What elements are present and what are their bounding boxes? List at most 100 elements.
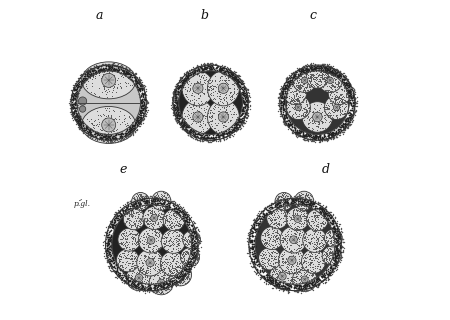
Point bbox=[283, 237, 290, 243]
Point bbox=[304, 69, 311, 74]
Point bbox=[226, 132, 234, 137]
Point bbox=[321, 87, 328, 92]
Point bbox=[163, 198, 171, 204]
Point bbox=[178, 83, 185, 88]
Point bbox=[311, 269, 318, 275]
Point bbox=[268, 204, 275, 209]
Point bbox=[144, 273, 151, 278]
Point bbox=[111, 225, 118, 230]
Point bbox=[72, 78, 80, 83]
Point bbox=[109, 224, 117, 229]
Point bbox=[184, 74, 191, 79]
Point bbox=[176, 264, 183, 269]
Point bbox=[123, 204, 130, 210]
Point bbox=[141, 200, 149, 205]
Point bbox=[135, 118, 142, 123]
Point bbox=[333, 115, 340, 120]
Point bbox=[137, 108, 144, 114]
Point bbox=[165, 244, 172, 249]
Point bbox=[320, 235, 327, 240]
Point bbox=[287, 127, 294, 132]
Point bbox=[336, 254, 343, 260]
Point bbox=[328, 221, 335, 226]
Point bbox=[312, 120, 319, 125]
Point bbox=[291, 277, 298, 282]
Point bbox=[306, 241, 313, 246]
Point bbox=[121, 133, 128, 138]
Point bbox=[124, 211, 131, 216]
Point bbox=[336, 241, 343, 246]
Point bbox=[279, 193, 287, 198]
Point bbox=[175, 90, 182, 95]
Point bbox=[326, 251, 333, 256]
Point bbox=[306, 201, 313, 206]
Point bbox=[324, 238, 331, 243]
Point bbox=[192, 136, 199, 141]
Point bbox=[136, 204, 143, 210]
Point bbox=[302, 133, 310, 139]
Point bbox=[114, 272, 122, 277]
Point bbox=[283, 200, 290, 205]
Point bbox=[339, 131, 346, 136]
Point bbox=[243, 86, 250, 91]
Point bbox=[318, 72, 325, 77]
Point bbox=[135, 119, 142, 124]
Point bbox=[298, 201, 305, 206]
Point bbox=[291, 126, 298, 132]
Point bbox=[141, 88, 148, 93]
Point bbox=[294, 129, 302, 134]
Point bbox=[202, 133, 209, 138]
Point bbox=[332, 228, 339, 233]
Point bbox=[71, 107, 78, 112]
Point bbox=[164, 276, 171, 281]
Point bbox=[202, 65, 209, 70]
Point bbox=[108, 224, 116, 229]
Point bbox=[191, 89, 198, 94]
Point bbox=[89, 77, 96, 82]
Point bbox=[155, 285, 162, 290]
Point bbox=[284, 197, 291, 202]
Point bbox=[304, 215, 311, 220]
Point bbox=[124, 278, 131, 283]
Point bbox=[332, 96, 339, 101]
Point bbox=[307, 61, 315, 66]
Point bbox=[316, 245, 324, 251]
Point bbox=[280, 212, 287, 218]
Point bbox=[130, 200, 137, 205]
Point bbox=[331, 226, 338, 231]
Point bbox=[148, 224, 156, 229]
Point bbox=[334, 80, 341, 85]
Point bbox=[198, 134, 205, 139]
Point bbox=[304, 203, 311, 208]
Point bbox=[187, 117, 194, 122]
Point bbox=[307, 203, 314, 208]
Point bbox=[302, 108, 310, 113]
Point bbox=[281, 213, 288, 219]
Point bbox=[322, 71, 329, 76]
Point bbox=[322, 252, 329, 258]
Point bbox=[195, 251, 202, 256]
Point bbox=[273, 236, 280, 241]
Point bbox=[193, 236, 200, 241]
Point bbox=[313, 226, 320, 231]
Point bbox=[250, 225, 257, 230]
Point bbox=[315, 133, 323, 138]
Point bbox=[132, 78, 139, 83]
Point bbox=[74, 82, 81, 87]
Point bbox=[137, 80, 144, 85]
Point bbox=[277, 231, 284, 236]
Point bbox=[333, 238, 340, 243]
Point bbox=[225, 73, 233, 78]
Point bbox=[333, 67, 340, 72]
Point bbox=[110, 85, 117, 91]
Point bbox=[309, 284, 316, 290]
Point bbox=[142, 194, 149, 199]
Point bbox=[283, 247, 290, 252]
Point bbox=[200, 62, 207, 67]
Point bbox=[290, 93, 297, 98]
Point bbox=[300, 67, 307, 72]
Point bbox=[314, 64, 321, 69]
Point bbox=[217, 66, 224, 71]
Point bbox=[310, 261, 317, 267]
Point bbox=[268, 223, 275, 228]
